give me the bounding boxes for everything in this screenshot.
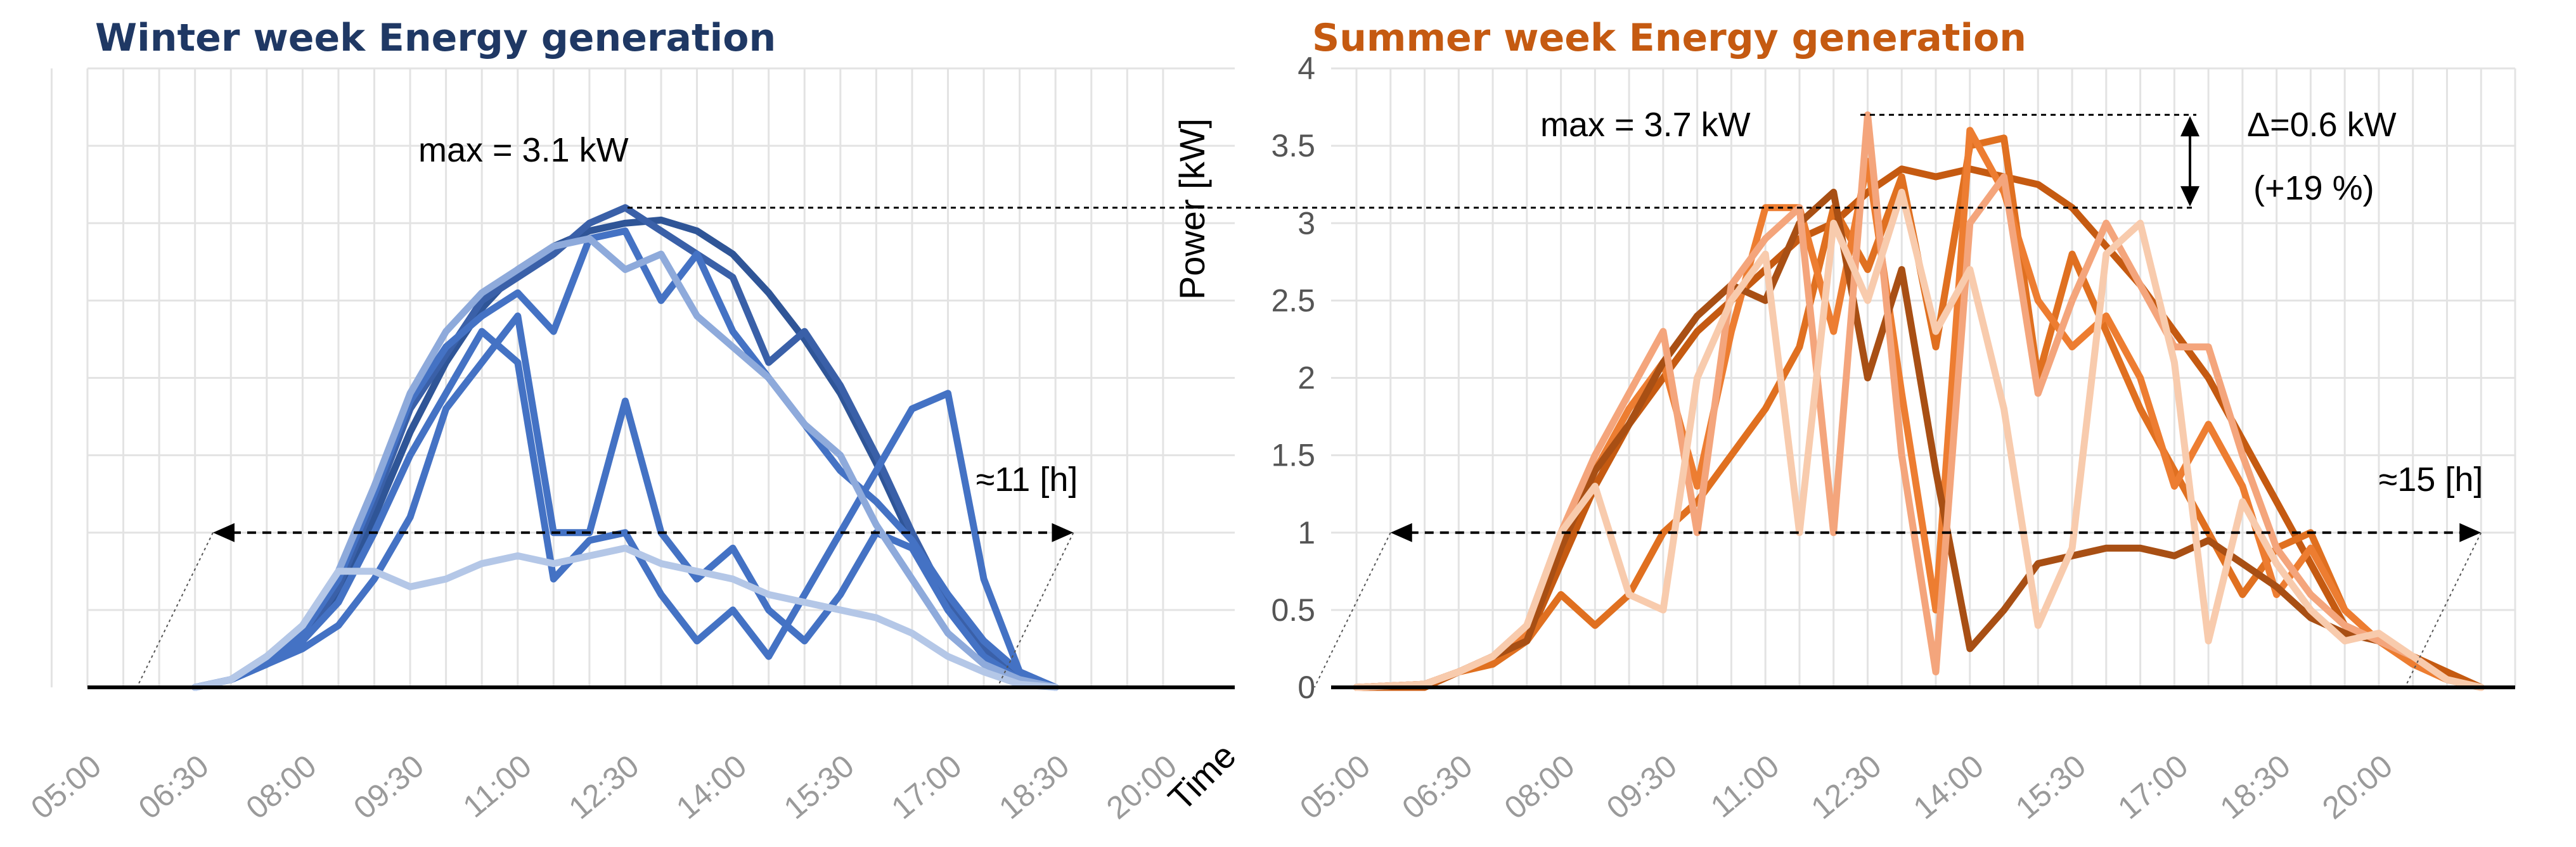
span-guide-right	[2404, 532, 2482, 688]
x-tick-label: 15:30	[777, 748, 861, 826]
delta-arrow-head-down	[2180, 186, 2199, 207]
series-line	[191, 312, 1059, 691]
span-arrow-head-left	[212, 523, 235, 542]
x-tick-label: 14:00	[669, 748, 753, 826]
x-tick-label: 09:30	[347, 748, 430, 826]
y-tick-label: 1.5	[1271, 438, 1315, 473]
span-guide-right	[996, 532, 1074, 688]
x-tick-label: 17:00	[2111, 748, 2195, 826]
x-tick-label: 18:30	[992, 748, 1076, 826]
series-line	[1353, 134, 2485, 691]
x-tick-label: 06:30	[132, 748, 216, 826]
summer-delta-pct-label: (+19 %)	[2253, 169, 2374, 207]
y-tick-label: 1	[1298, 515, 1315, 551]
x-tick-label: 17:00	[885, 748, 969, 826]
x-tick-label: 05:00	[24, 748, 108, 826]
y-tick-label: 3.5	[1271, 128, 1315, 163]
y-tick-label: 2.5	[1271, 283, 1315, 318]
series-line	[191, 227, 1059, 691]
series-line	[1353, 188, 2485, 691]
x-tick-label: 12:30	[562, 748, 646, 826]
y-tick-label: 0	[1298, 670, 1315, 705]
span-arrow-head-right	[1052, 523, 1074, 542]
series-line	[191, 328, 1059, 691]
winter-chart-title: Winter week Energy generation	[95, 16, 776, 60]
x-tick-label: 08:00	[1498, 748, 1581, 826]
x-tick-label: 20:00	[2315, 748, 2399, 826]
x-tick-label: 06:30	[1396, 748, 1479, 826]
x-tick-label: 14:00	[1907, 748, 1990, 826]
span-arrow-head-left	[1390, 523, 1412, 542]
span-arrow-head-right	[2459, 523, 2482, 542]
x-tick-label: 09:30	[1600, 748, 1684, 826]
series-line	[1353, 127, 2485, 691]
summer-chart-title: Summer week Energy generation	[1312, 16, 2026, 60]
x-axis-label: Time	[1161, 736, 1244, 818]
delta-arrow-head-up	[2180, 116, 2199, 137]
series-line	[1353, 111, 2485, 691]
summer-max-label: max = 3.7 kW	[1540, 106, 1751, 144]
x-tick-label: 12:30	[1805, 748, 1888, 826]
series-line	[191, 204, 1059, 691]
winter-max-label: max = 3.1 kW	[418, 131, 629, 169]
span-guide-left	[1313, 532, 1391, 688]
x-tick-label: 08:00	[240, 748, 323, 826]
x-tick-label: 15:30	[2009, 748, 2092, 826]
y-axis-label: Power [kW]	[1172, 118, 1212, 300]
span-guide-left	[136, 532, 214, 688]
summer-delta-label: Δ=0.6 kW	[2247, 106, 2397, 144]
series-line	[191, 544, 1059, 691]
y-tick-label: 4	[1298, 51, 1315, 86]
y-tick-label: 3	[1298, 205, 1315, 241]
x-tick-label: 11:00	[456, 748, 538, 825]
x-tick-label: 18:30	[2213, 748, 2297, 826]
y-tick-label: 0.5	[1271, 592, 1315, 628]
x-tick-label: 05:00	[1293, 748, 1377, 826]
winter-span-label: ≈11 [h]	[976, 461, 1078, 499]
y-tick-label: 2	[1298, 360, 1315, 396]
summer-span-label: ≈15 [h]	[2379, 461, 2483, 499]
x-tick-label: 11:00	[1704, 748, 1786, 825]
